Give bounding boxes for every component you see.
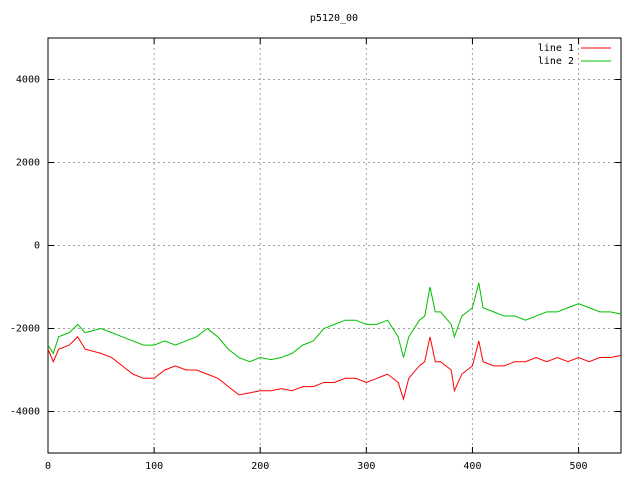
data-line <box>47 335 622 401</box>
x-tick-label: 400 <box>463 461 481 472</box>
legend-label: line 1 <box>538 43 574 54</box>
plot-frame <box>47 37 622 454</box>
y-tick-label: 4000 <box>16 75 40 86</box>
x-tick-label: 200 <box>251 461 269 472</box>
data-line <box>47 282 622 363</box>
legend-label: line 2 <box>538 56 574 67</box>
y-tick-label: 0 <box>34 241 40 252</box>
y-tick-label: -2000 <box>10 324 40 335</box>
x-tick-label: 300 <box>357 461 375 472</box>
x-tick-label: 0 <box>45 461 51 472</box>
chart-title: p5120_00 <box>310 13 358 24</box>
y-tick-label: -4000 <box>10 407 40 418</box>
x-tick-label: 500 <box>570 461 588 472</box>
y-tick-label: 2000 <box>16 158 40 169</box>
x-tick-label: 100 <box>145 461 163 472</box>
